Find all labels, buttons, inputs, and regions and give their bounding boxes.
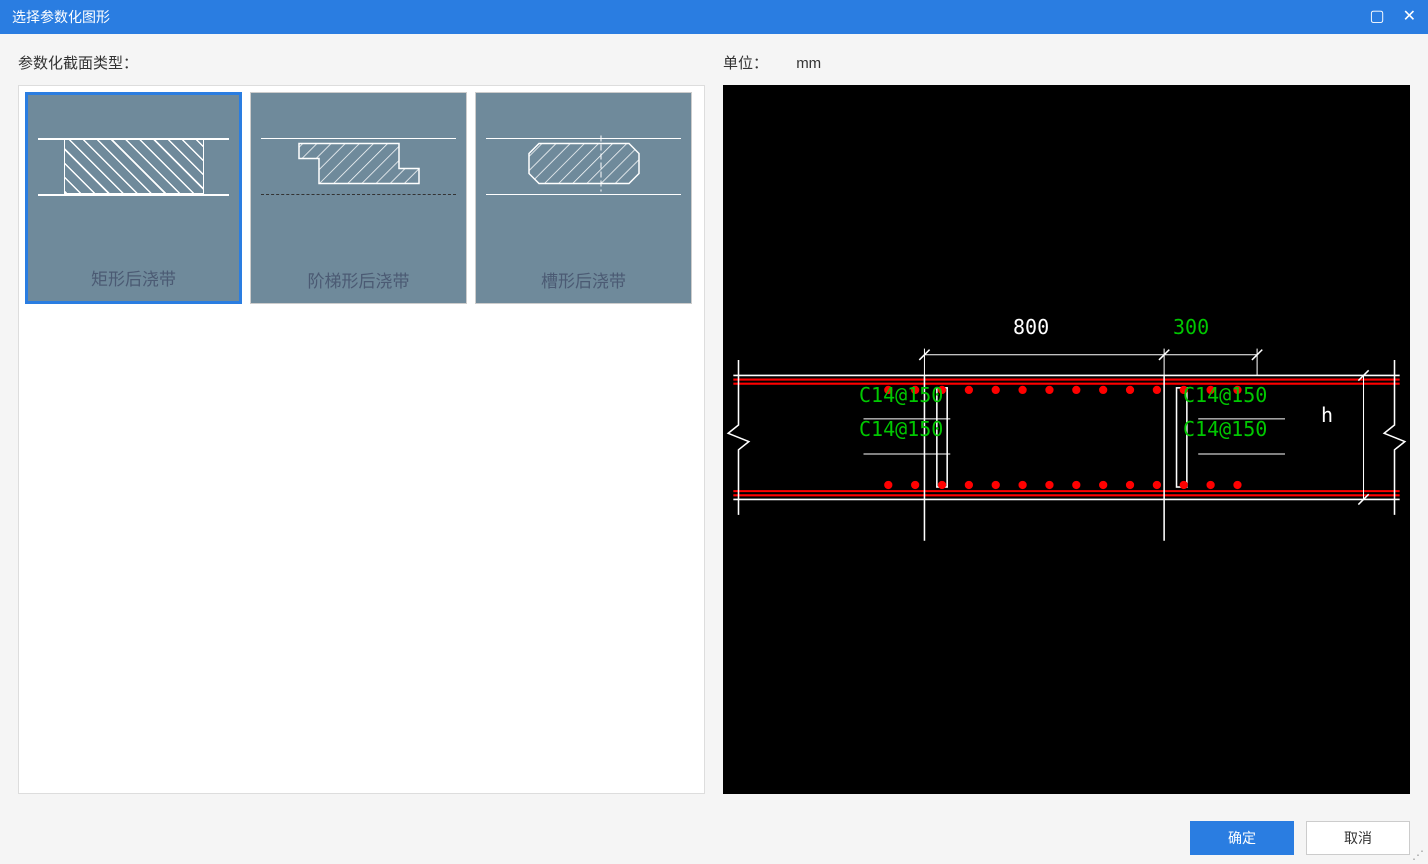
thumb-rect-img xyxy=(28,95,239,253)
unit-label: 单位： xyxy=(723,55,768,72)
thumb-step-img xyxy=(251,93,466,255)
section-type-label: 参数化截面类型： xyxy=(18,52,705,73)
thumb-groove[interactable]: 槽形后浇带 xyxy=(475,92,692,304)
ok-button[interactable]: 确定 xyxy=(1190,821,1294,855)
resize-grip-icon[interactable]: ⋰ xyxy=(1412,848,1426,862)
window-title: 选择参数化图形 xyxy=(12,7,110,27)
thumb-rect-label: 矩形后浇带 xyxy=(28,253,239,301)
thumb-groove-img xyxy=(476,93,691,255)
dialog-footer: 确定 取消 ⋰ xyxy=(0,812,1428,864)
cad-preview: 800 300 C14@150 C14@150 C14@150 C14@150 … xyxy=(723,85,1410,794)
thumb-groove-label: 槽形后浇带 xyxy=(476,255,691,303)
title-bar: 选择参数化图形 ▢ ✕ xyxy=(0,0,1428,34)
thumb-step-label: 阶梯形后浇带 xyxy=(251,255,466,303)
cancel-button[interactable]: 取消 xyxy=(1306,821,1410,855)
maximize-icon[interactable]: ▢ xyxy=(1369,9,1384,25)
thumb-rect[interactable]: 矩形后浇带 xyxy=(25,92,242,304)
close-icon[interactable]: ✕ xyxy=(1403,9,1416,25)
unit-value: mm xyxy=(796,55,821,72)
section-gallery: 矩形后浇带 阶梯形后浇带 xyxy=(18,85,705,794)
unit-row: 单位： mm xyxy=(723,52,1410,73)
thumb-step[interactable]: 阶梯形后浇带 xyxy=(250,92,467,304)
